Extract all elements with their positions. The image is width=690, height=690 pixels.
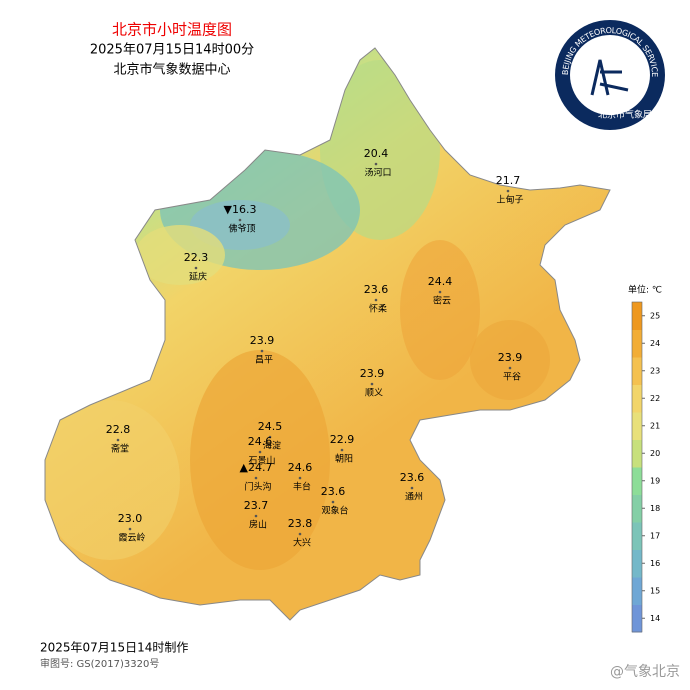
station-value: 21.7 [496, 174, 521, 187]
station-value: 22.8 [106, 423, 131, 436]
legend-swatch [632, 549, 642, 578]
station-dot [370, 382, 374, 386]
legend-tick-label: 23 [650, 366, 660, 375]
agency: 北京市气象数据中心 [113, 62, 230, 78]
station-value: 22.9 [330, 433, 355, 446]
station-name: 上甸子 [496, 194, 523, 206]
legend-tick-label: 19 [650, 476, 660, 485]
legend-tick-label: 18 [650, 504, 660, 513]
station-dot [438, 290, 442, 294]
legend-unit: 单位: ℃ [628, 284, 662, 296]
station-value: 23.0 [118, 512, 143, 525]
legend: 14 15 16 17 18 19 20 21 22 23 24 25 [631, 301, 660, 633]
station-dot [298, 532, 302, 536]
legend-tick-label: 24 [650, 339, 660, 348]
stations: 20.4 汤河口 21.7 上甸子 ▼16.3 佛爷顶 22.3 延庆 24.4 密云 23.6 怀柔… [106, 147, 524, 549]
legend-frame [631, 301, 643, 633]
legend-tick-label: 25 [650, 311, 660, 320]
station-value: 23.9 [250, 334, 275, 347]
station-name: 丰台 [293, 481, 311, 493]
station-dot [116, 438, 120, 442]
station-dot [340, 448, 344, 452]
station-dot [374, 298, 378, 302]
legend-swatch [632, 467, 642, 495]
legend-tick-label: 14 [650, 614, 660, 623]
legend-swatch [632, 494, 642, 523]
station-name: 斋堂 [111, 443, 129, 455]
station-name: 门头沟 [244, 481, 271, 493]
legend-tick-label: 21 [650, 421, 660, 430]
station-dot [410, 486, 414, 490]
station-name: 石景山 [248, 456, 275, 467]
station-name: 大兴 [293, 537, 311, 549]
station-value: 23.6 [400, 471, 425, 484]
station-dot [258, 450, 262, 454]
station-name: 汤河口 [364, 167, 391, 179]
station-dot [298, 476, 302, 480]
station-dot [194, 266, 198, 270]
time: 2025年07月15日14时00分 [90, 43, 254, 58]
station-name: 怀柔 [369, 303, 387, 315]
station-value: 23.6 [364, 283, 389, 296]
legend-swatch [632, 302, 642, 330]
station-dot [374, 162, 378, 166]
station-dot [331, 500, 335, 504]
station-name: 海淀 [263, 440, 281, 452]
legend-swatch [632, 412, 642, 440]
watermark: @气象北京 [610, 664, 680, 680]
station-value: 24.6 [248, 435, 273, 448]
station-dot [254, 476, 258, 480]
station-name: 密云 [433, 295, 451, 307]
station-value: 23.9 [360, 367, 385, 380]
legend-swatch [632, 604, 642, 633]
station-dot [238, 218, 242, 222]
station-value: 24.6 [288, 461, 313, 474]
station-value: 22.3 [184, 251, 209, 264]
legend-tick-label: 16 [650, 559, 660, 568]
legend-swatch [632, 329, 642, 358]
logo: BEIJING METEOROLOGICAL SERVICE 北京市气象局 [555, 20, 665, 130]
station-name: 观象台 [321, 505, 348, 517]
station-name: 通州 [405, 492, 423, 503]
legend-swatch [632, 357, 642, 385]
station-dot [508, 366, 512, 370]
station-value: ▼16.3 [224, 203, 257, 216]
station-name: 昌平 [255, 355, 273, 366]
station-value: 23.8 [288, 517, 313, 530]
legend-tick-label: 17 [650, 531, 660, 540]
station-name: 延庆 [189, 271, 207, 283]
legend-swatch [632, 577, 642, 605]
logo-name: 北京市气象局 [598, 109, 652, 121]
station-name: 房山 [249, 519, 267, 531]
legend-tick-label: 15 [650, 586, 660, 595]
title: 北京市小时温度图 [112, 21, 232, 39]
station-value: 23.7 [244, 499, 269, 512]
footer-made: 2025年07月15日14时制作 [40, 641, 188, 655]
station-value: ▲24.7 [240, 461, 273, 474]
station-dot [268, 435, 272, 439]
station-dot [506, 189, 510, 193]
station-name: 霞云岭 [118, 532, 145, 544]
station-name: 佛爷顶 [228, 223, 255, 235]
footer-approval: 审图号: GS(2017)3320号 [40, 657, 159, 670]
legend-swatch [632, 384, 642, 413]
station-value: 23.6 [321, 485, 346, 498]
legend-tick-label: 20 [650, 449, 660, 458]
station-name: 朝阳 [335, 454, 353, 465]
station-value: 24.5 [258, 420, 283, 433]
station-value: 20.4 [364, 147, 389, 160]
legend-swatch [632, 439, 642, 468]
station-name: 平谷 [503, 372, 521, 383]
station-value: 23.9 [498, 351, 523, 364]
legend-swatch [632, 522, 642, 550]
station-value: 24.4 [428, 275, 453, 288]
station-dot [260, 349, 264, 353]
station-dot [254, 514, 258, 518]
station-dot [128, 527, 132, 531]
station-name: 顺义 [365, 388, 383, 399]
legend-tick-label: 22 [650, 394, 660, 403]
